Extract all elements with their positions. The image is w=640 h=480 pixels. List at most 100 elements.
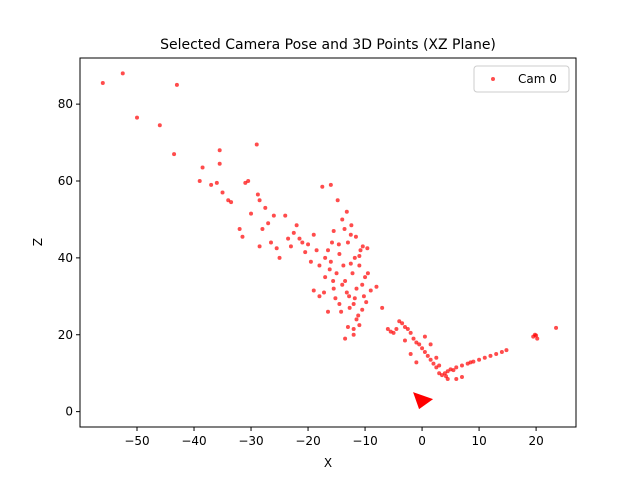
y-tick-label: 60 — [58, 174, 73, 188]
data-point — [417, 342, 422, 347]
data-point — [488, 353, 493, 358]
data-point — [268, 240, 273, 245]
data-point — [311, 288, 316, 293]
data-point — [344, 290, 349, 295]
data-point — [351, 302, 356, 306]
chart-title: Selected Camera Pose and 3D Points (XZ P… — [160, 37, 496, 53]
data-point — [342, 227, 347, 232]
data-point — [402, 325, 407, 330]
data-point — [329, 240, 334, 245]
data-point — [368, 288, 373, 293]
data-point — [459, 375, 464, 380]
x-tick-label: −50 — [124, 434, 149, 448]
data-point — [237, 227, 242, 232]
data-point — [494, 351, 499, 356]
data-point — [209, 182, 214, 187]
data-point — [266, 221, 271, 226]
data-point — [328, 182, 333, 187]
data-point — [360, 307, 365, 312]
data-point — [120, 71, 125, 76]
data-point — [356, 313, 361, 318]
data-point — [308, 259, 313, 264]
data-point — [340, 217, 345, 222]
data-point — [220, 190, 225, 195]
data-point — [364, 300, 369, 305]
data-point — [434, 355, 439, 360]
data-point — [482, 355, 487, 360]
data-point — [337, 302, 342, 306]
data-point — [350, 271, 355, 276]
data-point — [322, 290, 327, 295]
data-point — [320, 184, 325, 189]
plot-area — [79, 57, 577, 428]
legend-marker — [491, 77, 495, 81]
data-point — [353, 234, 358, 239]
data-point — [174, 82, 179, 87]
data-point — [327, 267, 332, 272]
data-point — [400, 321, 405, 326]
data-point — [428, 357, 433, 362]
camera-pose-triangle — [413, 392, 434, 410]
data-point — [354, 286, 359, 291]
data-point — [504, 348, 509, 353]
data-point — [420, 346, 425, 351]
y-tick-label: 40 — [58, 251, 73, 265]
data-point — [334, 271, 339, 276]
data-point — [255, 192, 260, 197]
data-point — [422, 334, 427, 339]
data-point — [260, 227, 265, 232]
x-tick-label: −20 — [295, 434, 320, 448]
data-point — [317, 294, 322, 299]
data-points — [100, 71, 559, 381]
data-point — [100, 80, 105, 85]
data-point — [263, 205, 268, 210]
data-point — [345, 240, 350, 245]
data-point — [348, 261, 353, 266]
data-point — [337, 252, 342, 257]
data-point — [286, 236, 291, 241]
data-point — [357, 263, 362, 268]
data-point — [437, 363, 442, 368]
data-point — [243, 180, 248, 185]
data-point — [444, 374, 449, 379]
data-point — [331, 286, 336, 291]
data-point — [314, 248, 319, 253]
data-point — [257, 244, 262, 249]
x-tick-label: 20 — [528, 434, 543, 448]
data-point — [422, 350, 427, 355]
data-point — [352, 255, 357, 260]
data-point — [535, 336, 540, 341]
data-point — [434, 365, 439, 370]
legend-label: Cam 0 — [518, 72, 557, 86]
data-point — [348, 232, 353, 237]
data-point — [405, 326, 410, 331]
data-point — [468, 360, 473, 365]
data-point — [347, 305, 352, 310]
data-point — [297, 236, 302, 241]
data-point — [428, 342, 433, 347]
y-tick-label: 20 — [58, 328, 73, 342]
data-point — [229, 200, 234, 205]
data-point — [354, 317, 359, 322]
data-point — [442, 371, 447, 376]
x-tick-label: −10 — [352, 434, 377, 448]
data-point — [414, 340, 419, 345]
data-point — [343, 278, 348, 283]
data-point — [246, 179, 251, 183]
data-point — [311, 232, 316, 237]
data-point — [411, 336, 416, 341]
data-point — [157, 123, 162, 128]
data-point — [365, 246, 370, 251]
data-point — [351, 332, 356, 337]
data-point — [341, 263, 346, 268]
data-point — [254, 142, 259, 147]
data-point — [283, 213, 288, 218]
data-point — [336, 242, 341, 247]
data-point — [217, 161, 222, 166]
data-point — [352, 296, 357, 301]
data-point — [360, 282, 365, 287]
data-point — [197, 179, 202, 183]
data-point — [499, 350, 504, 355]
legend-box — [473, 65, 570, 93]
data-point — [277, 255, 282, 260]
